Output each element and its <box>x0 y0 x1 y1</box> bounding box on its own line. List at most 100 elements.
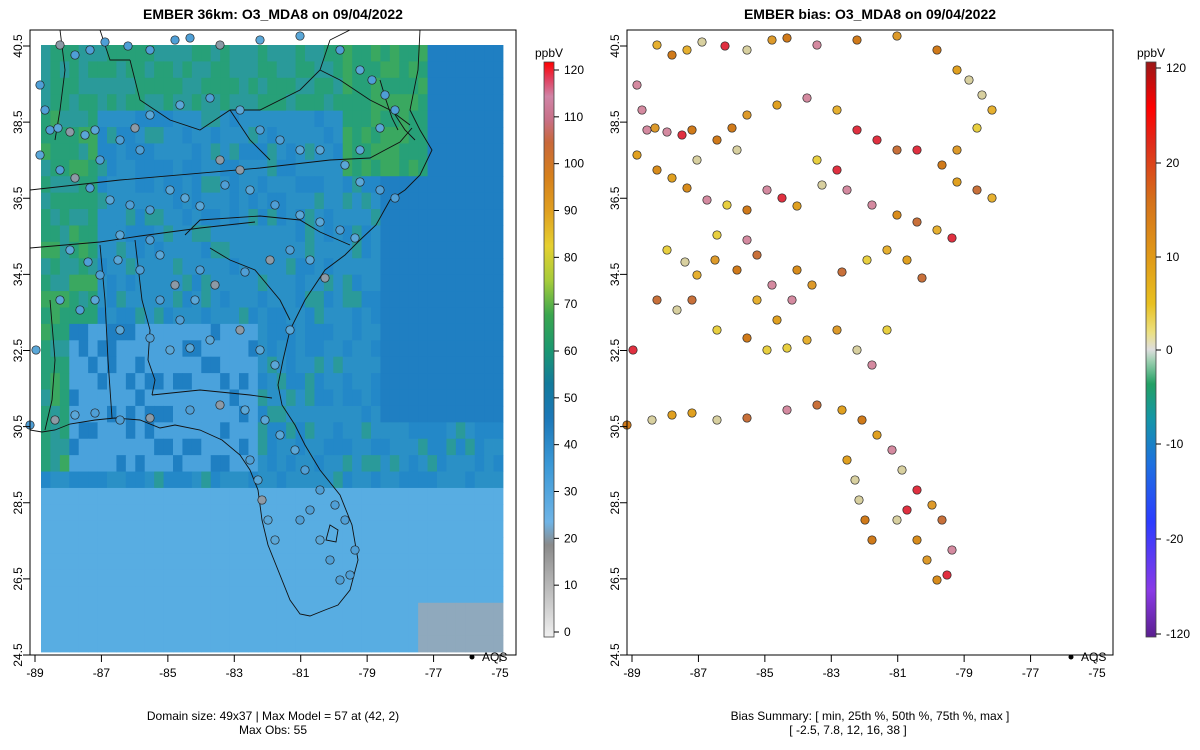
model-grid-cell <box>380 438 391 456</box>
model-grid-cell <box>182 110 193 128</box>
bias-site-marker <box>667 173 677 183</box>
bias-site-marker <box>650 123 660 133</box>
model-grid-cell <box>267 110 278 128</box>
model-grid-cell <box>78 586 89 604</box>
obs-site-marker <box>245 455 255 465</box>
model-grid-cell <box>276 586 287 604</box>
model-grid-cell <box>446 323 457 341</box>
model-grid-cell <box>173 127 183 144</box>
model-grid-cell <box>437 586 447 604</box>
model-grid-cell <box>267 422 278 440</box>
model-grid-cell <box>314 209 325 226</box>
colorbar-tick-label: 70 <box>564 297 578 311</box>
model-grid-cell <box>361 471 372 489</box>
model-grid-cell <box>446 619 457 636</box>
model-grid-cell <box>69 619 80 636</box>
model-grid-cell <box>173 455 183 472</box>
bias-site-marker <box>772 315 782 325</box>
model-grid-cell <box>239 438 249 456</box>
model-grid-cell <box>69 389 80 407</box>
model-grid-cell <box>173 323 183 341</box>
right-plot-frame <box>626 29 1114 656</box>
model-grid-cell <box>78 537 89 554</box>
model-grid-cell <box>125 635 136 653</box>
model-grid-cell <box>474 471 485 489</box>
model-grid-cell <box>97 45 108 62</box>
model-grid-cell <box>352 471 362 489</box>
model-grid-cell <box>352 323 362 341</box>
model-grid-cell <box>69 258 80 276</box>
model-grid-cell <box>135 340 146 358</box>
bias-site-marker <box>777 193 787 203</box>
model-grid-cell <box>427 520 438 538</box>
model-grid-cell <box>295 61 306 79</box>
model-grid-cell <box>474 127 485 144</box>
model-grid-cell <box>446 520 457 538</box>
model-grid-cell <box>248 143 259 161</box>
model-grid-cell <box>342 94 353 112</box>
model-grid-cell <box>229 241 240 259</box>
bias-site-marker <box>672 305 682 315</box>
model-grid-cell <box>173 241 183 259</box>
model-grid-cell <box>371 192 381 210</box>
model-grid-cell <box>144 586 155 604</box>
obs-site-marker <box>55 165 65 175</box>
model-grid-cell <box>371 602 381 620</box>
model-grid-cell <box>342 619 353 636</box>
bias-site-marker <box>947 233 957 243</box>
model-grid-cell <box>220 192 230 210</box>
model-grid-cell <box>446 537 457 554</box>
model-grid-cell <box>163 471 174 489</box>
model-grid-cell <box>107 274 117 292</box>
model-grid-cell <box>201 241 212 259</box>
obs-site-marker <box>135 145 145 155</box>
model-grid-cell <box>267 635 278 653</box>
model-grid-cell <box>78 438 89 456</box>
model-grid-cell <box>455 389 466 407</box>
model-grid-cell <box>88 520 98 538</box>
model-grid-cell <box>125 487 136 505</box>
model-grid-cell <box>361 635 372 653</box>
model-grid-cell <box>144 504 155 522</box>
model-grid-cell <box>474 586 485 604</box>
model-grid-cell <box>276 520 287 538</box>
bias-site-marker <box>867 535 877 545</box>
model-grid-cell <box>305 487 315 505</box>
model-grid-cell <box>191 307 202 325</box>
model-grid-cell <box>286 356 296 374</box>
model-grid-cell <box>107 356 117 374</box>
model-grid-cell <box>484 619 494 636</box>
model-grid-cell <box>389 225 400 243</box>
model-grid-cell <box>380 619 391 636</box>
model-grid-cell <box>125 520 136 538</box>
model-grid-cell <box>135 77 146 95</box>
model-grid-cell <box>380 569 391 587</box>
model-grid-cell <box>437 127 447 144</box>
obs-site-marker <box>350 233 360 243</box>
model-grid-cell <box>493 602 504 620</box>
model-grid-cell <box>305 225 315 243</box>
model-grid-cell <box>257 127 268 144</box>
model-grid-cell <box>220 143 230 161</box>
model-grid-cell <box>427 291 438 308</box>
model-grid-cell <box>50 619 61 636</box>
model-grid-cell <box>408 143 419 161</box>
model-grid-cell <box>446 586 457 604</box>
model-grid-cell <box>305 438 315 456</box>
model-grid-cell <box>352 127 362 144</box>
model-grid-cell <box>389 307 400 325</box>
model-grid-cell <box>371 274 381 292</box>
model-grid-cell <box>314 192 325 210</box>
model-grid-cell <box>116 553 127 571</box>
model-grid-cell <box>399 291 410 308</box>
model-grid-cell <box>314 586 325 604</box>
bias-site-marker <box>812 155 822 165</box>
colorbar-tick-label: -120 <box>1166 627 1190 641</box>
model-grid-cell <box>333 504 344 522</box>
model-grid-cell <box>389 45 400 62</box>
model-grid-cell <box>191 94 202 112</box>
model-grid-cell <box>333 209 344 226</box>
state-line <box>329 30 351 41</box>
model-grid-cell <box>50 192 61 210</box>
model-grid-cell <box>210 340 221 358</box>
